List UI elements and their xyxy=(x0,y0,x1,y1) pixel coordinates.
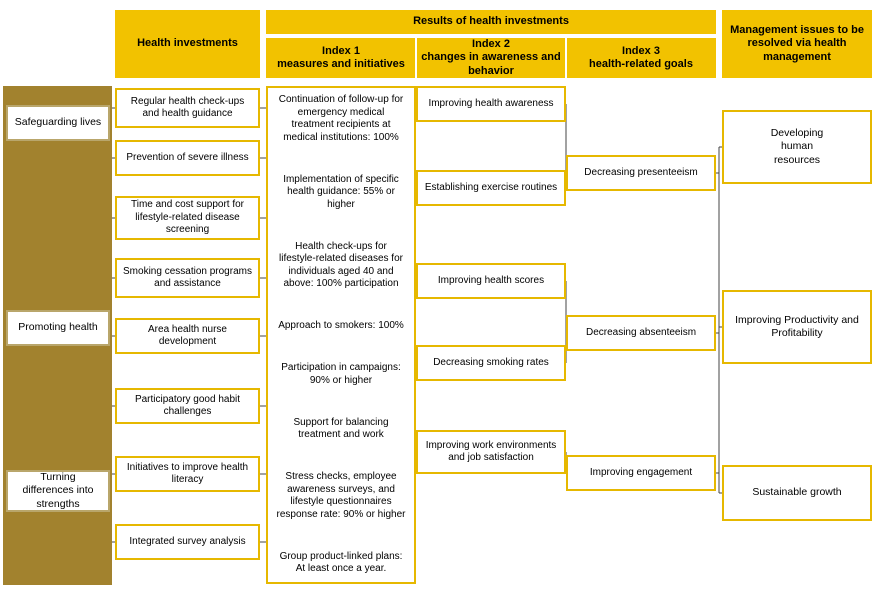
investment-item: Smoking cessation programs and assistanc… xyxy=(115,258,260,298)
idx1-item: Stress checks, employee awareness survey… xyxy=(276,471,406,521)
header-idx3: Index 3 health-related goals xyxy=(566,38,716,78)
idx1-item: Support for balancing treatment and work xyxy=(276,417,406,442)
left-block: Turning differences into strengths xyxy=(6,470,110,512)
idx3-item: Decreasing absenteeism xyxy=(566,315,716,351)
mgmt-item: Sustainable growth xyxy=(722,465,872,521)
idx1-item: Participation in campaigns: 90% or highe… xyxy=(276,362,406,387)
idx3-item: Improving engagement xyxy=(566,455,716,491)
idx1-item: Group product-linked plans: At least onc… xyxy=(276,551,406,576)
idx2-item: Decreasing smoking rates xyxy=(416,345,566,381)
investment-item: Regular health check-ups and health guid… xyxy=(115,88,260,128)
idx3-item: Decreasing presenteeism xyxy=(566,155,716,191)
header-investments: Health investments xyxy=(115,10,260,78)
idx2-item: Improving work environments and job sati… xyxy=(416,430,566,474)
left-block: Promoting health xyxy=(6,310,110,346)
investment-item: Participatory good habit challenges xyxy=(115,388,260,424)
idx2-item: Improving health awareness xyxy=(416,86,566,122)
investment-item: Initiatives to improve health literacy xyxy=(115,456,260,492)
idx2-item: Improving health scores xyxy=(416,263,566,299)
idx1-container: Continuation of follow-up for emergency … xyxy=(266,86,416,584)
header-idx2: Index 2 changes in awareness and behavio… xyxy=(416,38,566,78)
header-results: Results of health investments xyxy=(266,10,716,34)
idx1-item: Continuation of follow-up for emergency … xyxy=(276,94,406,144)
idx2-item: Establishing exercise routines xyxy=(416,170,566,206)
investment-item: Integrated survey analysis xyxy=(115,524,260,560)
investment-item: Time and cost support for lifestyle-rela… xyxy=(115,196,260,240)
idx1-item: Implementation of specific health guidan… xyxy=(276,174,406,212)
investment-item: Area health nurse development xyxy=(115,318,260,354)
header-idx1: Index 1 measures and initiatives xyxy=(266,38,416,78)
mgmt-item: Improving Productivity and Profitability xyxy=(722,290,872,364)
mgmt-item: Developing human resources xyxy=(722,110,872,184)
investment-item: Prevention of severe illness xyxy=(115,140,260,176)
idx1-item: Health check-ups for lifestyle-related d… xyxy=(276,241,406,291)
idx1-item: Approach to smokers: 100% xyxy=(278,320,404,333)
left-block: Safeguarding lives xyxy=(6,105,110,141)
header-mgmt: Management issues to be resolved via hea… xyxy=(722,10,872,78)
